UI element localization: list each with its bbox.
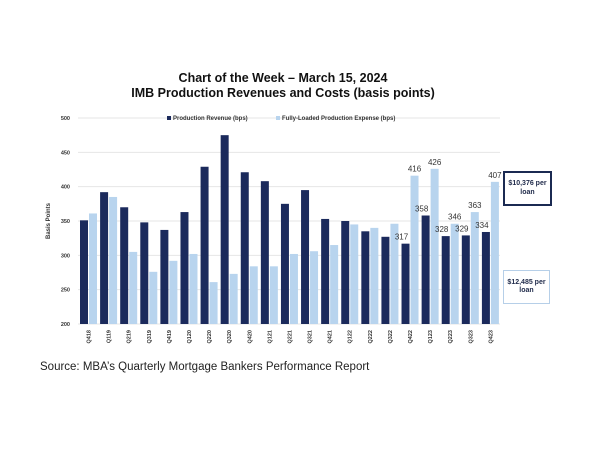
bar-expense-Q222 <box>370 227 379 324</box>
x-tick-label: Q319 <box>147 330 153 343</box>
bar-revenue-Q223 <box>441 236 450 324</box>
bar-revenue-Q322 <box>381 236 390 324</box>
bar-revenue-Q121 <box>260 181 269 324</box>
x-tick-label: Q121 <box>267 330 273 343</box>
data-label: 328 <box>435 225 449 234</box>
legend-label: Fully-Loaded Production Expense (bps) <box>282 116 395 122</box>
x-tick-label: Q222 <box>368 330 374 343</box>
bar-revenue-Q122 <box>341 221 350 324</box>
x-tick-label: Q418 <box>87 330 93 343</box>
x-tick-label: Q423 <box>488 330 494 343</box>
x-tick-label: Q220 <box>207 330 213 343</box>
y-tick-label: 350 <box>61 219 70 225</box>
bar-revenue-Q123 <box>421 215 430 324</box>
chart-subtitle: IMB Production Revenues and Costs (basis… <box>131 86 435 100</box>
x-tick-label: Q421 <box>328 330 334 343</box>
data-label: 358 <box>415 205 429 214</box>
bar-expense-Q319 <box>149 271 158 324</box>
bar-expense-Q221 <box>289 253 298 324</box>
bar-expense-Q420 <box>249 266 258 324</box>
data-label: 346 <box>448 213 462 222</box>
annotation-expense-per-loan: $12,485 per loan <box>503 270 550 304</box>
bar-revenue-Q420 <box>240 172 249 324</box>
bar-expense-Q123 <box>430 168 439 324</box>
bar-expense-Q321 <box>310 251 319 324</box>
bar-revenue-Q319 <box>140 222 149 324</box>
x-tick-label: Q422 <box>408 330 414 343</box>
data-label: 334 <box>475 221 489 230</box>
bar-revenue-Q419 <box>160 229 169 324</box>
bar-revenue-Q422 <box>401 243 410 324</box>
bar-expense-Q223 <box>450 223 459 324</box>
y-tick-label: 400 <box>61 185 70 191</box>
y-tick-label: 300 <box>61 253 70 259</box>
y-tick-label: 450 <box>61 150 70 156</box>
source-note: Source: MBA’s Quarterly Mortgage Bankers… <box>40 361 370 373</box>
x-tick-label: Q223 <box>448 330 454 343</box>
bar-expense-Q419 <box>169 260 178 324</box>
data-label: 329 <box>455 224 469 233</box>
chart-title: Chart of the Week – March 15, 2024 <box>178 71 388 85</box>
bar-expense-Q121 <box>269 266 278 324</box>
x-tick-label: Q320 <box>227 330 233 343</box>
data-label: 426 <box>428 158 442 167</box>
y-tick-label: 200 <box>61 322 70 328</box>
x-tick-label: Q420 <box>247 330 253 343</box>
bar-revenue-Q219 <box>120 207 129 324</box>
bar-expense-Q423 <box>490 181 499 324</box>
x-tick-label: Q219 <box>127 330 133 343</box>
y-axis-label: Basis Points <box>46 202 52 239</box>
bar-revenue-Q220 <box>200 166 209 324</box>
bar-revenue-Q320 <box>220 135 229 324</box>
legend-swatch <box>167 116 171 120</box>
bar-revenue-Q120 <box>180 212 189 324</box>
data-label: 407 <box>488 171 502 180</box>
data-label: 317 <box>395 233 409 242</box>
bar-expense-Q219 <box>129 251 138 324</box>
bar-revenue-Q321 <box>301 190 310 324</box>
bar-expense-Q322 <box>390 223 399 324</box>
x-tick-label: Q221 <box>287 330 293 343</box>
x-tick-label: Q322 <box>388 330 394 343</box>
bar-expense-Q320 <box>229 273 238 324</box>
bar-expense-Q418 <box>89 213 97 324</box>
bar-revenue-Q119 <box>100 192 109 324</box>
bar-expense-Q422 <box>410 175 419 324</box>
bar-revenue-Q222 <box>361 231 370 324</box>
bar-expense-Q220 <box>209 282 218 324</box>
data-label: 363 <box>468 201 482 210</box>
bar-revenue-Q323 <box>461 235 470 324</box>
x-tick-label: Q419 <box>167 330 173 343</box>
x-tick-label: Q321 <box>308 330 314 343</box>
bar-revenue-Q418 <box>80 220 88 324</box>
annotation-revenue-per-loan: $10,376 per loan <box>503 171 552 206</box>
bar-expense-Q119 <box>109 196 118 324</box>
legend-swatch <box>276 116 280 120</box>
bar-revenue-Q421 <box>321 218 330 324</box>
x-tick-label: Q119 <box>107 330 113 343</box>
y-tick-label: 250 <box>61 288 70 294</box>
x-tick-label: Q120 <box>187 330 193 343</box>
bar-expense-Q122 <box>350 224 359 324</box>
bar-expense-Q323 <box>470 212 479 324</box>
data-label: 416 <box>408 165 422 174</box>
x-tick-label: Q323 <box>468 330 474 343</box>
x-tick-label: Q122 <box>348 330 354 343</box>
bar-revenue-Q221 <box>280 203 289 324</box>
y-tick-label: 500 <box>61 116 70 122</box>
bar-revenue-Q423 <box>481 231 490 324</box>
legend-label: Production Revenue (bps) <box>173 116 248 122</box>
bar-expense-Q421 <box>330 245 339 324</box>
bar-expense-Q120 <box>189 253 198 324</box>
x-tick-label: Q123 <box>428 330 434 343</box>
